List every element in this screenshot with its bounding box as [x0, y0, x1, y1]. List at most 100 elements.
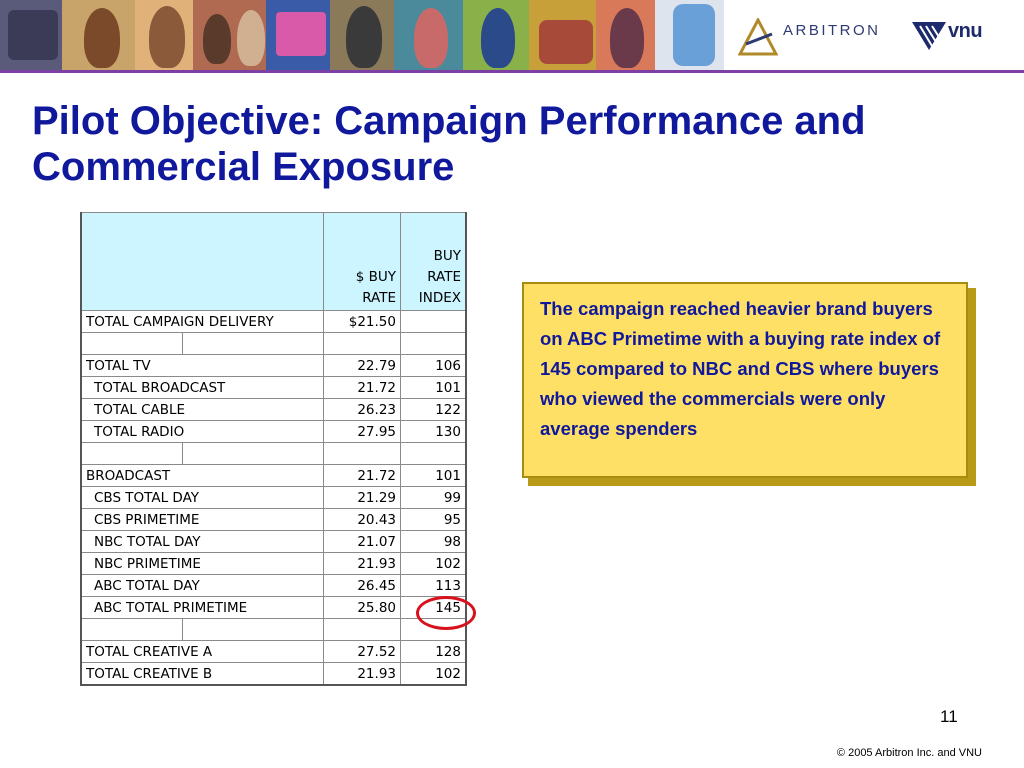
- row-label: BROADCAST: [80, 464, 324, 487]
- row-buy-rate: $21.50: [323, 310, 401, 333]
- row-buy-rate-index: 101: [400, 376, 467, 399]
- vnu-logo-icon: [912, 22, 946, 50]
- row-buy-rate: 21.93: [323, 662, 401, 686]
- row-label: TOTAL RADIO: [80, 420, 324, 443]
- table-row: TOTAL BROADCAST 21.72 101: [80, 376, 467, 399]
- row-buy-rate: 25.80: [323, 596, 401, 619]
- table-row: TOTAL TV 22.79 106: [80, 354, 467, 377]
- table-row: BROADCAST 21.72 101: [80, 464, 467, 487]
- table-row: ABC TOTAL PRIMETIME 25.80 145: [80, 596, 467, 619]
- row-label: [80, 332, 183, 355]
- photo-woman-shopping: [596, 0, 655, 70]
- row-buy-rate: 21.93: [323, 552, 401, 575]
- header-divider: [0, 70, 1024, 73]
- row-label: ABC TOTAL PRIMETIME: [80, 596, 324, 619]
- copyright-notice: © 2005 Arbitron Inc. and VNU: [836, 747, 982, 759]
- row-buy-rate-index: [400, 310, 467, 333]
- row-label: [80, 618, 183, 641]
- table-row: TOTAL CREATIVE A 27.52 128: [80, 640, 467, 663]
- logo-area: [724, 0, 1024, 70]
- header-buy-rate-line2: RATE: [362, 290, 396, 306]
- table-row: TOTAL CABLE 26.23 122: [80, 398, 467, 421]
- callout-box: [522, 282, 968, 478]
- row-label: CBS PRIMETIME: [80, 508, 324, 531]
- photo-woman-smiling: [134, 0, 194, 70]
- header-buy-rate: $ BUY RATE: [323, 212, 401, 311]
- row-buy-rate: 26.23: [323, 398, 401, 421]
- row-buy-rate-index: [400, 332, 467, 355]
- table-row: CBS PRIMETIME 20.43 95: [80, 508, 467, 531]
- table-row: TOTAL RADIO 27.95 130: [80, 420, 467, 443]
- vnu-wordmark: vnu: [948, 20, 983, 42]
- row-buy-rate-index: 106: [400, 354, 467, 377]
- row-label: TOTAL TV: [80, 354, 324, 377]
- row-buy-rate: 21.72: [323, 464, 401, 487]
- row-buy-rate: 22.79: [323, 354, 401, 377]
- row-buy-rate-index: 95: [400, 508, 467, 531]
- table-row: TOTAL CAMPAIGN DELIVERY $21.50: [80, 310, 467, 333]
- row-label: TOTAL CAMPAIGN DELIVERY: [80, 310, 324, 333]
- row-buy-rate: 27.95: [323, 420, 401, 443]
- photo-people-tv: [193, 0, 267, 70]
- table-header-row: $ BUY RATE BUY RATE INDEX: [80, 212, 467, 311]
- row-label: NBC PRIMETIME: [80, 552, 324, 575]
- table-row: [80, 442, 467, 465]
- header-blank-cell: [182, 212, 324, 311]
- row-buy-rate: 20.43: [323, 508, 401, 531]
- row-buy-rate-index: [400, 442, 467, 465]
- row-label: TOTAL CREATIVE B: [80, 662, 324, 686]
- header-index-line1: BUY: [433, 248, 461, 264]
- blank-cell: [182, 442, 324, 465]
- row-buy-rate-index: 130: [400, 420, 467, 443]
- table-row: TOTAL CREATIVE B 21.93 102: [80, 662, 467, 686]
- callout-text: The campaign reached heavier brand buyer…: [540, 298, 941, 439]
- header-index-line3: INDEX: [418, 290, 461, 306]
- row-buy-rate: [323, 332, 401, 355]
- photo-portable-meter: [654, 0, 724, 70]
- row-buy-rate: [323, 618, 401, 641]
- table-row: CBS TOTAL DAY 21.29 99: [80, 486, 467, 509]
- arbitron-wordmark: ARBITRON: [783, 22, 881, 39]
- photo-woman-with-headphones: [62, 0, 135, 70]
- arbitron-logo-icon: [738, 18, 778, 56]
- row-label: TOTAL CABLE: [80, 398, 324, 421]
- row-label: TOTAL CREATIVE A: [80, 640, 324, 663]
- header-photo-strip: [0, 0, 724, 70]
- row-label: [80, 442, 183, 465]
- row-buy-rate: 21.72: [323, 376, 401, 399]
- photo-shopper: [393, 0, 464, 70]
- photo-man-phone: [330, 0, 394, 70]
- row-label: NBC TOTAL DAY: [80, 530, 324, 553]
- row-buy-rate: 21.29: [323, 486, 401, 509]
- table-row: NBC TOTAL DAY 21.07 98: [80, 530, 467, 553]
- photo-market: [528, 0, 597, 70]
- header-blank-cell: [80, 212, 183, 311]
- table-row: ABC TOTAL DAY 26.45 113: [80, 574, 467, 597]
- header-buy-rate-index: BUY RATE INDEX: [400, 212, 467, 311]
- row-buy-rate-index: 128: [400, 640, 467, 663]
- buy-rate-table: $ BUY RATE BUY RATE INDEX TOTAL CAMPAIGN…: [80, 212, 467, 686]
- row-buy-rate-index: 101: [400, 464, 467, 487]
- blank-cell: [182, 618, 324, 641]
- row-buy-rate: 27.52: [323, 640, 401, 663]
- row-buy-rate-index: 122: [400, 398, 467, 421]
- table-row: [80, 618, 467, 641]
- table-row: [80, 332, 467, 355]
- row-label: CBS TOTAL DAY: [80, 486, 324, 509]
- row-buy-rate-index: 102: [400, 662, 467, 686]
- header-index-line2: RATE: [427, 269, 461, 285]
- highlight-circle: [416, 596, 476, 630]
- photo-radio: [0, 0, 62, 70]
- row-buy-rate: 26.45: [323, 574, 401, 597]
- row-buy-rate-index: 102: [400, 552, 467, 575]
- row-buy-rate-index: 98: [400, 530, 467, 553]
- row-label: ABC TOTAL DAY: [80, 574, 324, 597]
- row-buy-rate-index: 99: [400, 486, 467, 509]
- blank-cell: [182, 332, 324, 355]
- photo-tv-screen: [266, 0, 331, 70]
- photo-store-aisle: [463, 0, 529, 70]
- row-buy-rate: 21.07: [323, 530, 401, 553]
- header-buy-rate-line1: $ BUY: [355, 269, 396, 285]
- row-buy-rate-index: 113: [400, 574, 467, 597]
- row-buy-rate: [323, 442, 401, 465]
